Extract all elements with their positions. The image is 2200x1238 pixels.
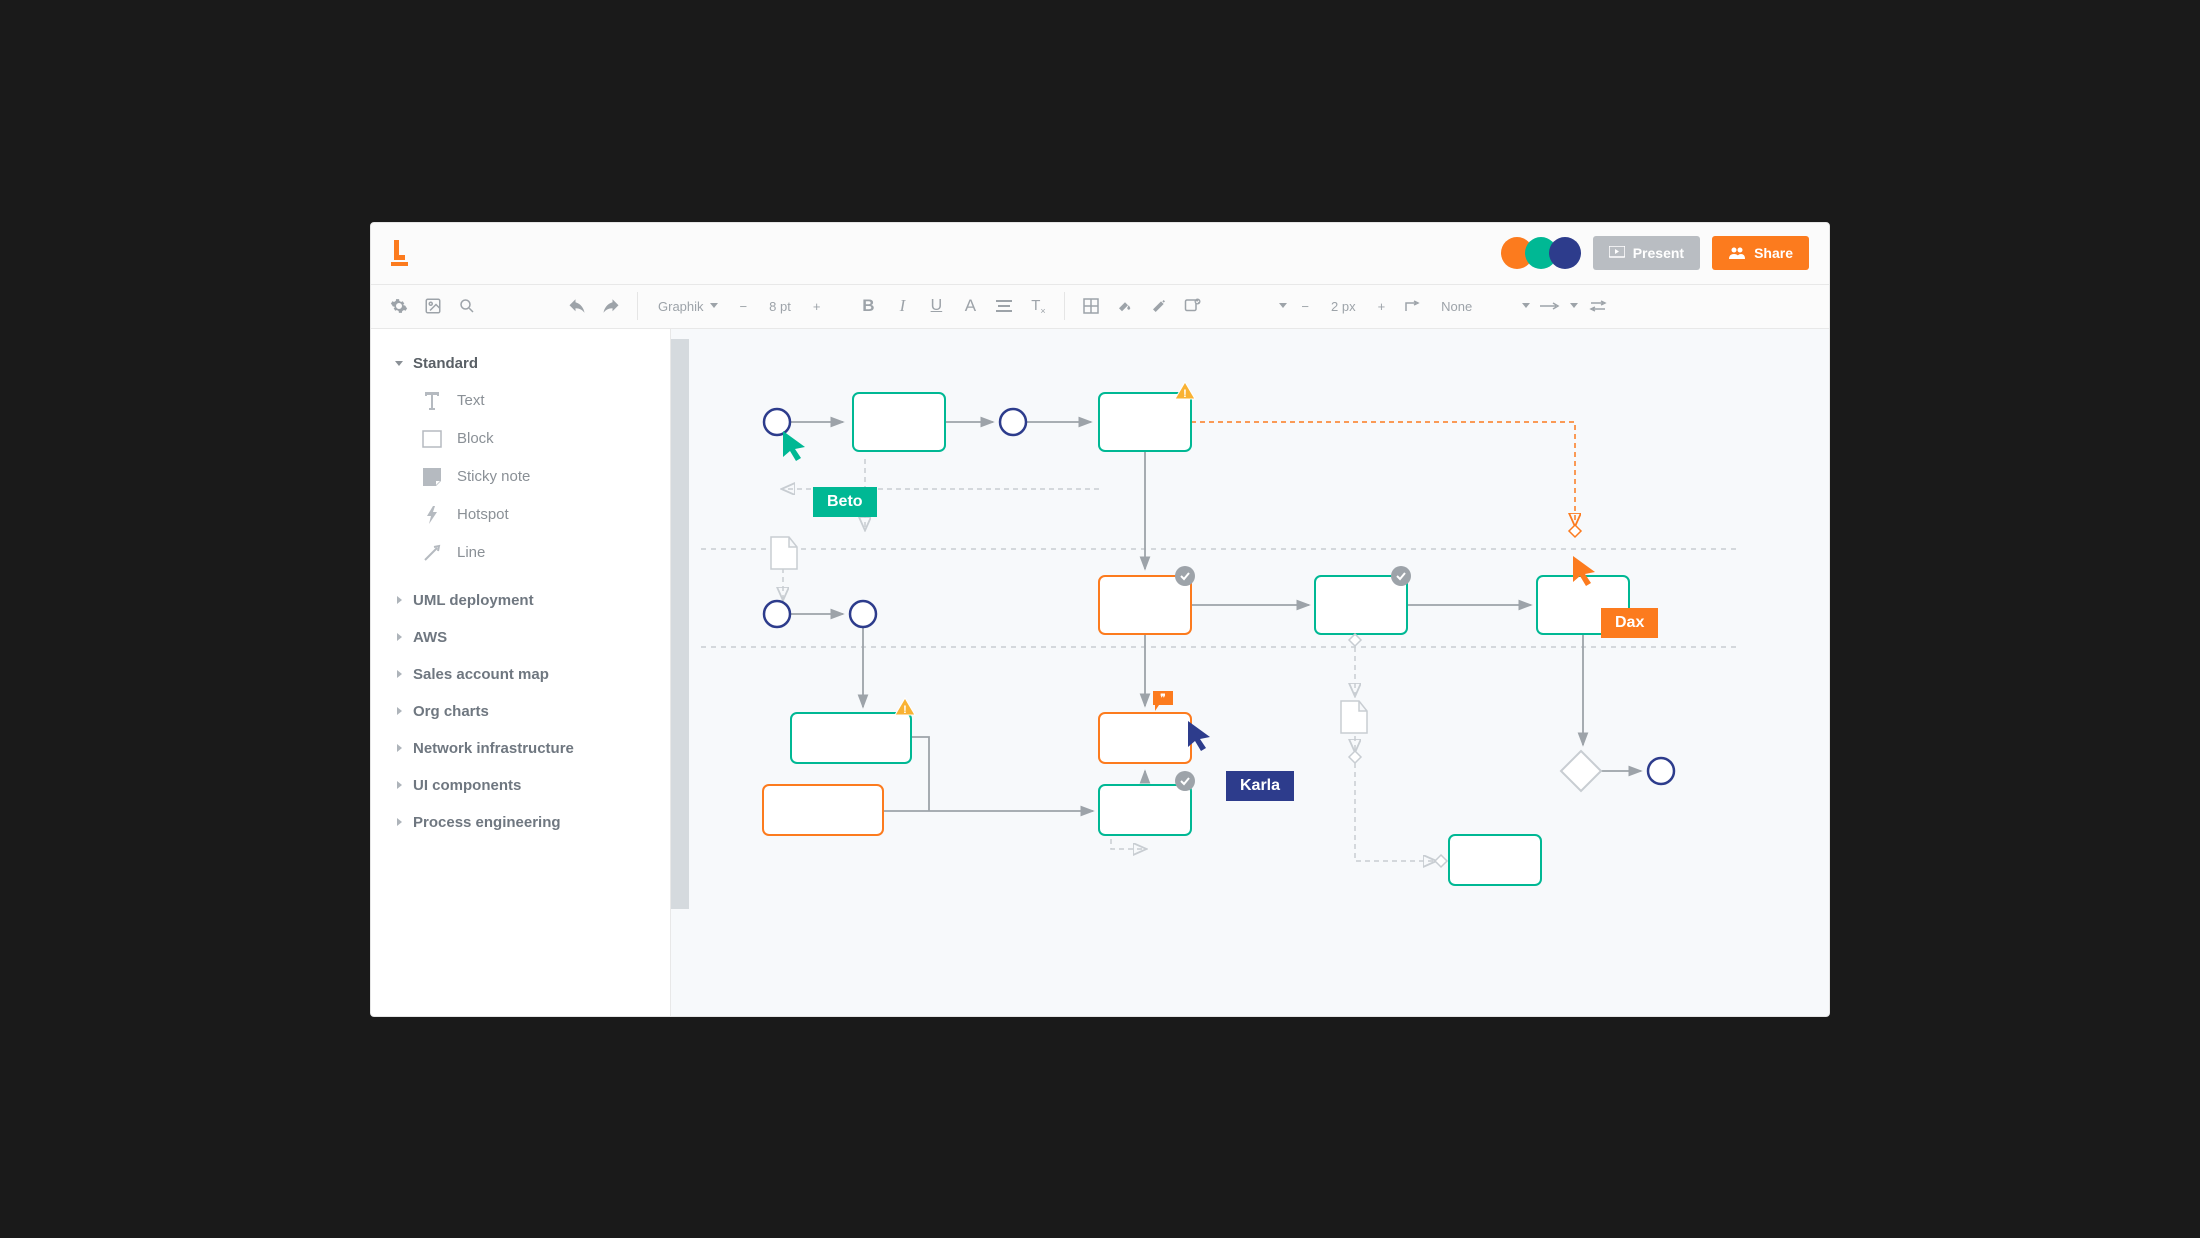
app-shell: Present Share Graphik − 8 pt + B I U A T… <box>370 222 1830 1017</box>
block-icon <box>421 428 443 450</box>
font-size[interactable]: 8 pt <box>761 299 799 314</box>
chevron-down-icon <box>395 359 403 367</box>
section-network-infrastructure[interactable]: Network infrastructure <box>371 730 670 767</box>
chevron-down-icon[interactable] <box>1570 303 1578 309</box>
settings-icon[interactable] <box>385 292 413 320</box>
chevron-right-icon <box>395 633 403 641</box>
logo <box>391 240 411 266</box>
item-line[interactable]: Line <box>371 534 670 572</box>
chevron-right-icon <box>395 818 403 826</box>
section-uml-deployment[interactable]: UML deployment <box>371 582 670 619</box>
fill-icon[interactable] <box>1111 292 1139 320</box>
chevron-down-icon <box>710 303 718 309</box>
svg-text:!: ! <box>1183 388 1187 400</box>
chevron-right-icon <box>395 781 403 789</box>
cursor-label-beto: Beto <box>813 487 877 517</box>
pen-icon[interactable] <box>1145 292 1173 320</box>
font-select[interactable]: Graphik <box>650 299 726 314</box>
sidebar: Standard Text Block Sticky note Hotspot … <box>371 329 671 1016</box>
text-clear-icon[interactable]: T× <box>1024 292 1052 320</box>
present-label: Present <box>1633 245 1684 261</box>
topbar: Present Share <box>371 223 1829 285</box>
chevron-right-icon <box>395 744 403 752</box>
line-icon <box>421 542 443 564</box>
item-block[interactable]: Block <box>371 420 670 458</box>
play-icon <box>1609 246 1625 260</box>
chevron-right-icon <box>395 670 403 678</box>
connector-icon[interactable] <box>1399 292 1427 320</box>
bold-icon[interactable]: B <box>854 292 882 320</box>
item-sticky[interactable]: Sticky note <box>371 458 670 496</box>
hotspot-icon <box>421 504 443 526</box>
align-icon[interactable] <box>990 292 1018 320</box>
section-process-engineering[interactable]: Process engineering <box>371 804 670 841</box>
underline-icon[interactable]: U <box>922 292 950 320</box>
svg-text:!: ! <box>903 704 907 716</box>
cursor-label-dax: Dax <box>1601 608 1658 638</box>
font-minus[interactable]: − <box>732 299 756 314</box>
image-icon[interactable] <box>419 292 447 320</box>
italic-icon[interactable]: I <box>888 292 916 320</box>
cursor-label-karla: Karla <box>1226 771 1294 801</box>
section-sales-account-map[interactable]: Sales account map <box>371 656 670 693</box>
diagram: !! ❞ <box>701 329 1829 1016</box>
section-aws[interactable]: AWS <box>371 619 670 656</box>
line-plus[interactable]: + <box>1370 299 1394 314</box>
present-button[interactable]: Present <box>1593 236 1700 270</box>
chevron-down-icon[interactable] <box>1279 303 1287 309</box>
item-text[interactable]: Text <box>371 382 670 420</box>
redo-icon[interactable] <box>597 292 625 320</box>
share-button[interactable]: Share <box>1712 236 1809 270</box>
line-arrow-icon[interactable] <box>1536 292 1564 320</box>
chevron-right-icon <box>395 596 403 604</box>
svg-text:❞: ❞ <box>1160 693 1165 704</box>
line-style-select[interactable]: None <box>1433 299 1480 314</box>
swap-icon[interactable] <box>1584 292 1612 320</box>
undo-icon[interactable] <box>563 292 591 320</box>
search-icon[interactable] <box>453 292 481 320</box>
toolbar: Graphik − 8 pt + B I U A T× − 2 px + Non… <box>371 285 1829 329</box>
line-minus[interactable]: − <box>1293 299 1317 314</box>
section-standard[interactable]: Standard <box>371 345 670 382</box>
people-icon <box>1728 246 1746 260</box>
border-icon[interactable] <box>1077 292 1105 320</box>
sticky-icon <box>421 466 443 488</box>
chevron-down-icon[interactable] <box>1522 303 1530 309</box>
chevron-right-icon <box>395 707 403 715</box>
canvas[interactable]: !! ❞ Beto Karla Dax <box>671 329 1829 1016</box>
section-ui-components[interactable]: UI components <box>371 767 670 804</box>
collaborator-avatars <box>1501 237 1581 269</box>
text-icon <box>421 390 443 412</box>
avatar[interactable] <box>1549 237 1581 269</box>
item-hotspot[interactable]: Hotspot <box>371 496 670 534</box>
font-plus[interactable]: + <box>805 299 829 314</box>
shape-check-icon[interactable] <box>1179 292 1207 320</box>
section-org-charts[interactable]: Org charts <box>371 693 670 730</box>
share-label: Share <box>1754 245 1793 261</box>
text-color-icon[interactable]: A <box>956 292 984 320</box>
ruler-edge <box>671 339 689 909</box>
line-width[interactable]: 2 px <box>1323 299 1364 314</box>
workspace: Standard Text Block Sticky note Hotspot … <box>371 329 1829 1016</box>
